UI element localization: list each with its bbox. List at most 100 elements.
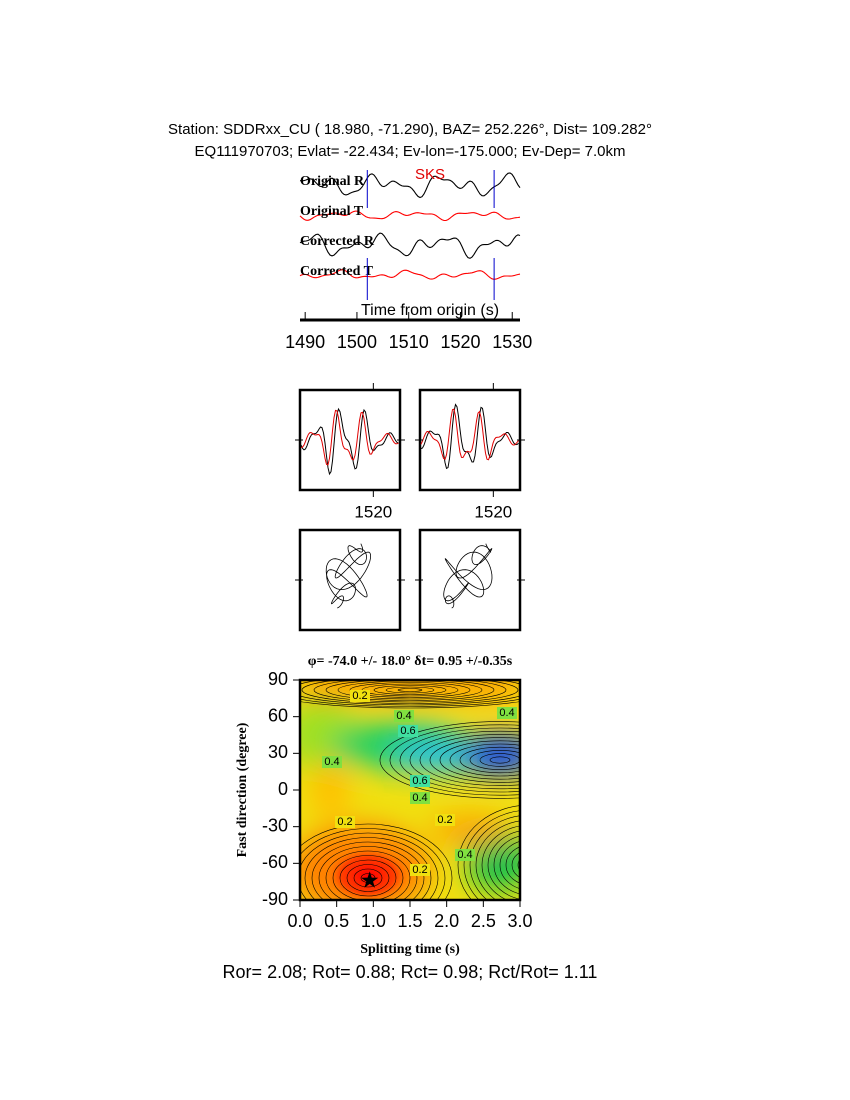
isoline xyxy=(311,841,425,900)
isoline xyxy=(325,680,495,701)
x-tick-label: 1.5 xyxy=(397,911,422,931)
isoline xyxy=(300,828,446,900)
isoline xyxy=(332,855,404,900)
isoline xyxy=(475,820,520,900)
trace-label: Corrected T xyxy=(300,264,374,279)
isoline xyxy=(517,859,520,871)
isoline xyxy=(300,832,439,900)
x-tick-label: 1530 xyxy=(492,332,532,352)
phase-label: SKS xyxy=(415,166,445,183)
contour-label: 0.4 xyxy=(457,849,472,861)
isoline xyxy=(487,830,520,900)
y-tick-label: -90 xyxy=(262,889,288,909)
x-tick-label: 1520 xyxy=(440,332,480,352)
y-tick-label: -30 xyxy=(262,815,288,835)
isoline xyxy=(399,727,520,793)
isoline xyxy=(304,837,432,900)
contour-label: 0.2 xyxy=(437,814,452,826)
isoline xyxy=(429,737,520,783)
x-axis-label: Splitting time (s) xyxy=(360,942,460,957)
isoline xyxy=(511,852,520,878)
y-tick-label: 90 xyxy=(268,669,288,689)
y-tick-label: -60 xyxy=(262,852,288,872)
particle-motion xyxy=(325,543,372,609)
contour-label-bg xyxy=(455,849,475,861)
plot-title: φ= -74.0 +/- 18.0° δt= 0.95 +/-0.35s xyxy=(308,654,513,669)
x-tick-label: 2.5 xyxy=(471,911,496,931)
contour-label: 0.4 xyxy=(324,756,339,768)
isoline xyxy=(481,825,520,900)
y-tick-label: 30 xyxy=(268,742,288,762)
isoline xyxy=(389,724,520,796)
isoline xyxy=(409,730,520,790)
isoline xyxy=(313,680,507,703)
x-tick-label: 1520 xyxy=(474,502,512,521)
contour-label: 0.2 xyxy=(412,864,427,876)
isoline xyxy=(459,746,520,774)
footer: Ror= 2.08; Rot= 0.88; Rct= 0.98; Rct/Rot… xyxy=(223,962,598,982)
isoline xyxy=(524,860,536,870)
contour-label-bg xyxy=(335,816,355,828)
isoline xyxy=(385,686,435,694)
panel-frame xyxy=(418,528,522,632)
header-line: EQ111970703; Evlat= -22.434; Ev-lon=-175… xyxy=(195,143,626,160)
contour-label-bg xyxy=(398,725,418,737)
isoline xyxy=(300,823,453,900)
particle-motion xyxy=(443,543,493,609)
isoline xyxy=(463,810,520,900)
isoline xyxy=(379,721,520,799)
isoline xyxy=(300,701,520,709)
trace-label: Original T xyxy=(300,204,364,219)
x-tick-label: 0.5 xyxy=(324,911,349,931)
trace xyxy=(299,232,521,259)
isoline xyxy=(318,846,418,900)
x-tick-label: 1500 xyxy=(337,332,377,352)
trace-label: Original R xyxy=(300,174,365,189)
x-tick-label: 3.0 xyxy=(507,911,532,931)
panel-frame xyxy=(298,528,402,632)
isoline xyxy=(439,740,520,780)
contour-label-bg xyxy=(435,814,455,826)
isoline xyxy=(397,688,423,692)
isoline xyxy=(505,846,520,884)
panel-trace xyxy=(420,408,519,461)
contour-label: 0.4 xyxy=(499,707,514,719)
contour-label: 0.6 xyxy=(400,725,415,737)
isoline xyxy=(346,864,390,892)
isoline xyxy=(353,868,383,888)
x-tick-label: 1520 xyxy=(354,502,392,521)
contour-label-bg xyxy=(350,690,370,702)
contour-label: 0.4 xyxy=(412,792,427,804)
contour-label-bg xyxy=(410,792,430,804)
panel-trace xyxy=(420,403,519,470)
y-axis-label: Fast direction (degree) xyxy=(235,722,250,857)
header-line: Station: SDDRxx_CU ( 18.980, -71.290), B… xyxy=(168,121,652,138)
isoline xyxy=(499,841,520,889)
contour-label-bg xyxy=(497,707,517,719)
y-tick-label: 0 xyxy=(278,779,288,799)
isoline xyxy=(373,685,447,695)
isoline xyxy=(449,743,520,777)
isoline xyxy=(325,850,411,900)
isoline xyxy=(300,680,520,707)
trace xyxy=(299,210,521,222)
isoline xyxy=(457,805,520,900)
isoline xyxy=(493,835,520,895)
best-fit-star xyxy=(361,871,379,888)
contour-label-bg xyxy=(410,775,430,787)
x-tick-label: 1.0 xyxy=(361,911,386,931)
isoline xyxy=(469,815,520,900)
isoline xyxy=(300,680,520,706)
x-axis-label: Time from origin (s) xyxy=(361,302,499,319)
contour-label-bg xyxy=(394,710,414,722)
trace-label: Corrected R xyxy=(300,234,375,249)
contour-label: 0.4 xyxy=(396,710,411,722)
panel-trace xyxy=(300,407,399,476)
contour-label-bg xyxy=(322,756,342,768)
contour-label: 0.2 xyxy=(337,816,352,828)
isoline xyxy=(339,859,397,897)
x-tick-label: 0.0 xyxy=(287,911,312,931)
contour-field xyxy=(300,680,536,900)
contour-label-bg xyxy=(410,864,430,876)
x-tick-label: 1510 xyxy=(389,332,429,352)
